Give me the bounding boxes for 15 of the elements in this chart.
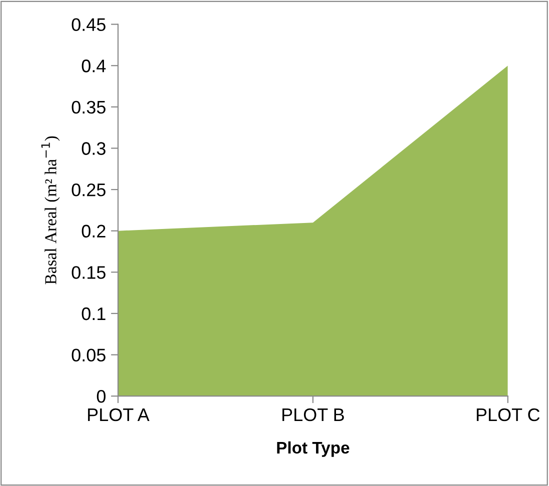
y-tick-label: 0.1 xyxy=(82,307,106,320)
x-tick-label: PLOT C xyxy=(476,408,540,422)
y-tick-label: 0.3 xyxy=(82,142,106,155)
x-axis-title: Plot Type xyxy=(277,441,350,457)
y-tick-label: 0.45 xyxy=(72,18,106,32)
y-tick-label: 0.25 xyxy=(72,183,106,196)
y-tick-label: 0.4 xyxy=(82,60,106,72)
x-tick-label: PLOT A xyxy=(88,408,150,422)
y-tick-label: 0.15 xyxy=(72,266,106,279)
y-tick-label: 0.05 xyxy=(72,348,106,362)
y-tick-label: 0.35 xyxy=(72,100,106,114)
x-tick-label: PLOT B xyxy=(282,408,344,422)
y-axis-title: Basal Areal (m² ha$^{−1}$) xyxy=(41,136,60,284)
y-tick-label: 0 xyxy=(96,390,106,403)
y-tick-label: 0.2 xyxy=(82,224,106,238)
